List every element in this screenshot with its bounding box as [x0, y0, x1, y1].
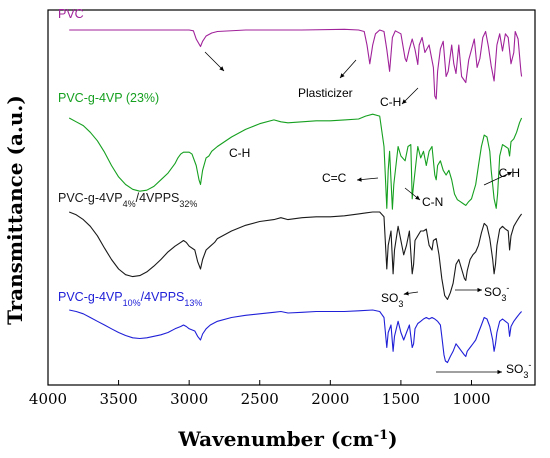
plot-frame: [47, 9, 536, 386]
annotation-label: SO3-: [381, 289, 406, 309]
peak-annotation: C-H: [204, 51, 250, 160]
x-tick-label: 4000: [29, 390, 67, 408]
peak-annotations: C-H Plasticizer C-H C=C C-N C-H SO3- SO3- SO3-: [204, 51, 531, 380]
annotation-label: Plasticizer: [298, 86, 353, 100]
series-label: PVC: [58, 7, 84, 21]
series-label: PVC-g-4VP10%/4VPPS13%: [58, 290, 202, 308]
annotation-label: C=C: [322, 171, 347, 185]
peak-annotation: C-H: [380, 87, 419, 109]
annotation-label: C-H: [229, 146, 250, 160]
x-tick-label: 1000: [452, 390, 490, 408]
series-label: PVC-g-4VP4%/4VPPS32%: [58, 191, 197, 209]
x-axis-title: Wavenumber (cm-1): [177, 427, 397, 451]
y-axis-title: Transmittance (a.u.): [3, 95, 27, 325]
peak-annotation: C-N: [404, 187, 443, 209]
peak-annotation: Plasticizer: [298, 59, 357, 100]
spectrum-line: [68, 113, 523, 210]
x-tick-label: 2000: [311, 390, 349, 408]
x-tick-label: 1500: [382, 390, 420, 408]
spectrum-line: [69, 28, 523, 100]
annotation-label: SO3-: [484, 283, 509, 303]
x-tick-label: 2500: [241, 390, 279, 408]
peak-annotation: SO3-: [436, 360, 531, 380]
series-label: PVC-g-4VP (23%): [58, 91, 159, 105]
series-labels: PVC PVC-g-4VP (23%) PVC-g-4VP4%/4VPPS32% PV…: [58, 7, 202, 308]
x-tick-label: 3500: [99, 390, 137, 408]
annotation-label: SO3-: [506, 360, 531, 380]
spectrum-line: [69, 309, 523, 364]
annotation-label: C-N: [422, 195, 443, 209]
peak-annotation: SO3-: [381, 289, 419, 309]
spectrum-line: [68, 211, 523, 300]
peak-annotation: SO3-: [455, 283, 509, 303]
peak-annotation: C-H: [483, 166, 520, 186]
x-tick-label: 3000: [170, 390, 208, 408]
peak-annotation: C=C: [322, 171, 379, 185]
spectra: [68, 28, 523, 364]
axes: 4000 3500 3000 2500 2000 1500 1000: [29, 9, 536, 408]
annotation-label: C-H: [499, 166, 520, 180]
annotation-label: C-H: [380, 95, 401, 109]
